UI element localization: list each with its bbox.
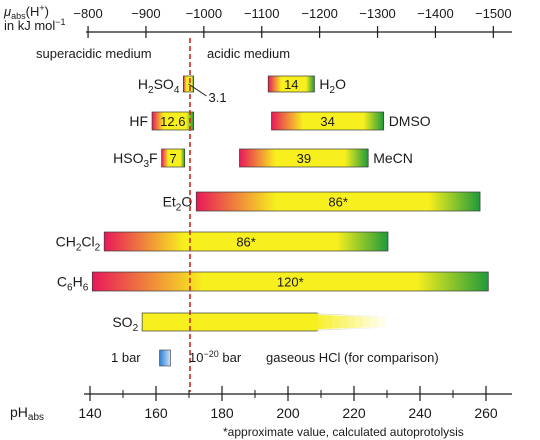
top-tick-label: −1100: [244, 6, 280, 21]
bottom-tick-label: 180: [210, 405, 234, 421]
bar-ch2cl2-label: CH2Cl2: [56, 234, 101, 254]
bar-c6h6-label: C6H6: [57, 274, 89, 294]
bar-mecn-value: 39: [297, 151, 311, 166]
bar-c6h6-value: 120*: [277, 275, 304, 290]
bar-hso3f-value: 7: [170, 151, 177, 166]
bar-so2-fade: [332, 315, 340, 329]
top-tick-label: −800: [73, 6, 102, 21]
bar-h2o: 14 H2O: [267, 75, 346, 96]
region-label-superacidic: superacidic medium: [36, 46, 152, 61]
top-tick-label: −1400: [417, 6, 454, 21]
bar-dmso-label: DMSO: [389, 113, 431, 129]
bar-mecn-label: MeCN: [373, 150, 413, 166]
bottom-axis: 140 160 180 200 220 240 260 pHabs: [10, 386, 512, 423]
bar-h2o-label: H2O: [319, 76, 346, 96]
bar-et2o: 86* Et2O: [163, 191, 481, 214]
bar-hf-label: HF: [129, 113, 148, 129]
bar-hf-value: 12.6: [160, 114, 185, 129]
bars-group: 3.1 H2SO4 14 H2O 12.6 HF 34 DMSO 7 HSO3F 39 MeCN 86*…: [56, 75, 489, 334]
bar-so2-fade: [377, 317, 386, 327]
bar-hso3f-rect: [161, 148, 186, 168]
bottom-tick-label: 140: [78, 405, 102, 421]
region-label-acidic: acidic medium: [207, 46, 290, 61]
top-axis-unit: in kJ mol−1: [4, 17, 66, 33]
top-tick-label: −1200: [301, 6, 338, 21]
bar-c6h6: 120* C6H6: [57, 271, 489, 294]
bar-ch2cl2-rect: [103, 231, 389, 252]
bar-hso3f: 7 HSO3F: [113, 148, 186, 170]
top-axis-label: μabs(H+): [3, 3, 49, 21]
bar-so2-fade: [370, 316, 378, 328]
bar-mecn-rect: [239, 148, 369, 168]
bar-so2-fade: [339, 315, 348, 329]
bottom-tick-label: 240: [408, 405, 432, 421]
legend-pressure-high: 1 bar: [111, 350, 141, 365]
bar-so2-cover: [143, 313, 319, 331]
bottom-tick-label: 160: [144, 405, 168, 421]
bar-so2: SO2: [112, 312, 386, 334]
bar-hf-rect: [151, 111, 194, 131]
bottom-tick-label: 220: [342, 405, 366, 421]
bar-h2so4-callout: 3.1: [209, 90, 227, 105]
bar-so2-fade: [355, 316, 363, 328]
bar-dmso: 34 DMSO: [271, 111, 431, 131]
top-axis-ticks: −800 −900 −1000 −1100 −1200 −1300 −1400 −1500: [73, 6, 512, 38]
bar-so2-fade: [347, 316, 356, 328]
bar-h2o-value: 14: [284, 77, 298, 92]
bar-dmso-value: 34: [320, 114, 334, 129]
bar-et2o-rect: [195, 191, 481, 212]
bar-h2o-rect: [267, 75, 315, 93]
bar-et2o-label: Et2O: [163, 194, 193, 214]
bar-so2-fade: [317, 315, 325, 329]
bar-c6h6-rect: [91, 271, 489, 292]
bar-so2-fade: [324, 315, 333, 329]
legend-pressure-low: 10−20 bar: [189, 349, 242, 365]
bar-h2so4-label: H2SO4: [138, 76, 180, 96]
top-axis: −800 −900 −1000 −1100 −1200 −1300 −1400 −1500 μ…: [3, 3, 512, 38]
top-tick-label: −900: [131, 6, 160, 21]
bar-mecn: 39 MeCN: [239, 148, 413, 168]
bar-so2-fade: [362, 316, 371, 328]
bar-hf: 12.6 HF: [129, 111, 194, 131]
legend-pressure-gradient: [159, 349, 171, 367]
legend-gas-label: gaseous HCl (for comparison): [266, 350, 439, 365]
bar-so2-label: SO2: [112, 314, 138, 334]
bottom-axis-ticks: 140 160 180 200 220 240 260: [78, 386, 498, 421]
bar-h2so4-callout-line: [188, 83, 207, 97]
bar-h2so4: 3.1 H2SO4: [138, 75, 227, 105]
footnote: *approximate value, calculated autoproto…: [223, 425, 464, 439]
bar-et2o-value: 86*: [328, 195, 348, 210]
bar-dmso-rect: [271, 111, 385, 131]
top-tick-label: −1000: [186, 6, 223, 21]
bottom-axis-label: pHabs: [10, 404, 44, 423]
top-tick-label: −1300: [359, 6, 396, 21]
bar-hso3f-label: HSO3F: [113, 150, 157, 170]
top-tick-label: −1500: [475, 6, 512, 21]
bar-ch2cl2-value: 86*: [236, 235, 256, 250]
bottom-tick-label: 200: [276, 405, 300, 421]
bottom-tick-label: 260: [474, 405, 498, 421]
bar-ch2cl2: 86* CH2Cl2: [56, 231, 389, 254]
legend: 1 bar 10−20 bar gaseous HCl (for compari…: [111, 349, 439, 367]
